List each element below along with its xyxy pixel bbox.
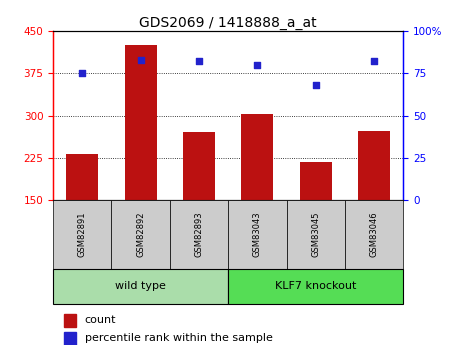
Point [254, 62, 261, 68]
Point [195, 59, 203, 64]
FancyBboxPatch shape [287, 200, 345, 269]
Bar [66, 154, 98, 200]
FancyBboxPatch shape [112, 200, 170, 269]
Point [312, 82, 319, 88]
FancyBboxPatch shape [170, 200, 228, 269]
FancyBboxPatch shape [345, 200, 403, 269]
Text: GSM82892: GSM82892 [136, 212, 145, 257]
FancyBboxPatch shape [53, 269, 228, 304]
Text: wild type: wild type [115, 282, 166, 291]
Bar [64, 332, 76, 345]
Bar [300, 162, 332, 200]
Bar [358, 131, 390, 200]
Title: GDS2069 / 1418888_a_at: GDS2069 / 1418888_a_at [139, 16, 317, 30]
Text: KLF7 knockout: KLF7 knockout [275, 282, 356, 291]
Text: GSM83045: GSM83045 [311, 212, 320, 257]
Point [137, 57, 144, 62]
FancyBboxPatch shape [228, 269, 403, 304]
Bar [64, 314, 76, 327]
Text: GSM82893: GSM82893 [195, 212, 203, 257]
Text: GSM82891: GSM82891 [78, 212, 87, 257]
Point [78, 71, 86, 76]
FancyBboxPatch shape [53, 200, 112, 269]
Text: GSM83043: GSM83043 [253, 212, 262, 257]
Point [371, 59, 378, 64]
Text: percentile rank within the sample: percentile rank within the sample [84, 333, 272, 343]
Bar [242, 115, 273, 200]
Bar [124, 45, 157, 200]
Text: count: count [84, 315, 116, 325]
Text: GSM83046: GSM83046 [370, 212, 378, 257]
FancyBboxPatch shape [228, 200, 287, 269]
Bar [183, 132, 215, 200]
